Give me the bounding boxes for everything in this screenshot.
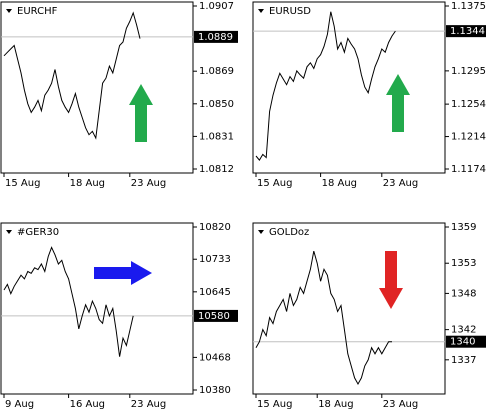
- y-tick-label: 1.0869: [199, 66, 234, 77]
- y-tick-label: 1342: [451, 325, 476, 336]
- x-tick-label: 23 Aug: [383, 399, 418, 410]
- x-tick-label: 15 Aug: [257, 178, 292, 189]
- y-tick-label: 10820: [199, 222, 231, 233]
- y-tick-label: 1348: [451, 288, 476, 299]
- chart-title: EURUSD: [269, 6, 311, 17]
- x-tick-label: 18 Aug: [322, 178, 357, 189]
- price-box: [446, 335, 486, 348]
- y-tick-label: 1.0831: [199, 131, 234, 142]
- price-label: 10580: [198, 311, 230, 322]
- y-tick-label: 1359: [451, 222, 476, 233]
- y-tick-label: 10645: [199, 287, 231, 298]
- x-tick-label: 23 Aug: [383, 178, 418, 189]
- trend-arrow: [129, 84, 153, 142]
- plot-frame: [0, 1, 194, 174]
- x-tick-label: 23 Aug: [131, 178, 166, 189]
- y-tick-label: 1.1375: [451, 1, 486, 12]
- x-tick-label: 18 Aug: [70, 178, 105, 189]
- y-tick-label: 10468: [199, 352, 231, 363]
- plot-frame: [0, 222, 194, 395]
- x-tick-label: 9 Aug: [5, 399, 34, 410]
- price-label: 1340: [450, 337, 475, 348]
- y-tick-label: 1.0850: [199, 99, 234, 110]
- y-tick-label: 10380: [199, 385, 231, 396]
- plot-frame: [252, 222, 446, 395]
- price-line-series: [3, 11, 141, 140]
- chart-title: GOLDoz: [269, 227, 309, 238]
- y-tick-label: 1.0812: [199, 164, 234, 175]
- price-line-series: [3, 246, 134, 357]
- x-tick-label: 15 Aug: [257, 399, 292, 410]
- y-tick-label: 1.1295: [451, 66, 486, 77]
- price-label: 1.1344: [450, 26, 485, 37]
- price-box: [194, 309, 238, 322]
- y-tick-label: 1.1254: [451, 99, 486, 110]
- trend-arrow: [386, 74, 410, 132]
- x-tick-label: 18 Aug: [318, 399, 353, 410]
- price-line-series: [255, 11, 396, 161]
- chart-title: EURCHF: [17, 6, 58, 17]
- chart-title: #GER30: [17, 227, 59, 238]
- plot-frame: [252, 1, 446, 174]
- trend-arrow: [379, 251, 403, 309]
- title-marker: [6, 230, 12, 234]
- x-tick-label: 23 Aug: [131, 399, 166, 410]
- price-line-series: [255, 250, 392, 386]
- y-tick-label: 1337: [451, 355, 476, 366]
- price-label: 1.0889: [198, 32, 233, 43]
- trend-arrow: [94, 261, 152, 285]
- y-tick-label: 1353: [451, 258, 476, 269]
- title-marker: [258, 230, 264, 234]
- y-tick-label: 1.1174: [451, 164, 486, 175]
- price-box: [446, 25, 486, 38]
- price-box: [194, 30, 238, 43]
- title-marker: [258, 9, 264, 13]
- y-tick-label: 10733: [199, 254, 231, 265]
- x-tick-label: 16 Aug: [70, 399, 105, 410]
- title-marker: [6, 9, 12, 13]
- y-tick-label: 1.1214: [451, 132, 486, 143]
- x-tick-label: 15 Aug: [5, 178, 40, 189]
- y-tick-label: 1.0907: [199, 1, 234, 12]
